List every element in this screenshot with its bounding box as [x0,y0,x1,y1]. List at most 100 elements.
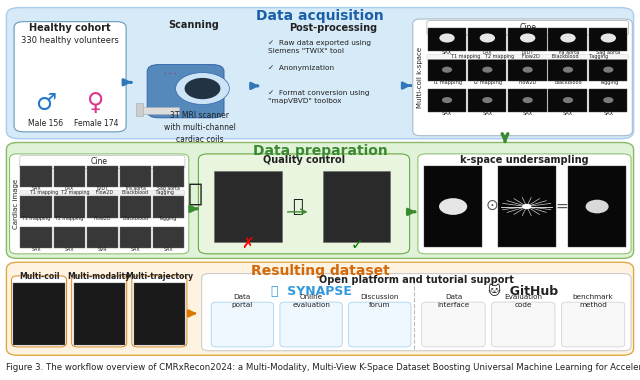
FancyBboxPatch shape [589,28,627,51]
FancyBboxPatch shape [134,283,185,345]
Text: ⊙: ⊙ [485,198,498,213]
Text: Tagging: Tagging [598,80,618,86]
Text: Data
interface: Data interface [437,294,470,308]
FancyBboxPatch shape [20,155,185,168]
FancyBboxPatch shape [20,191,185,195]
Text: Data preparation: Data preparation [253,144,387,158]
Circle shape [520,33,535,43]
FancyBboxPatch shape [427,55,628,59]
FancyBboxPatch shape [120,227,150,248]
Text: k-space undersampling: k-space undersampling [460,155,589,165]
Text: ✓  Raw data exported using
Siemens "TWIX" tool: ✓ Raw data exported using Siemens "TWIX"… [268,40,371,54]
Text: ✓  Anonymization: ✓ Anonymization [268,65,333,71]
FancyBboxPatch shape [136,103,143,116]
FancyBboxPatch shape [74,283,125,345]
Text: T1 mapping  T2 mapping    Flow2D      Blackblood     Tagging: T1 mapping T2 mapping Flow2D Blackblood … [31,190,174,195]
FancyBboxPatch shape [561,302,625,347]
FancyBboxPatch shape [568,166,626,247]
Circle shape [523,97,533,103]
Text: Scanning: Scanning [168,20,219,30]
Text: SAX: SAX [31,186,41,191]
FancyBboxPatch shape [10,154,189,254]
Text: Blackblood: Blackblood [554,80,582,86]
FancyBboxPatch shape [424,166,482,247]
FancyBboxPatch shape [508,59,547,81]
Text: ♂: ♂ [35,91,56,116]
Circle shape [442,66,452,73]
Circle shape [184,78,220,99]
FancyBboxPatch shape [214,171,282,242]
FancyBboxPatch shape [54,227,84,248]
Text: 🗑: 🗑 [292,198,303,216]
Text: Data
portal: Data portal [232,294,253,308]
FancyBboxPatch shape [72,276,127,347]
Text: LVDT: LVDT [97,186,108,191]
Text: ♀: ♀ [87,91,104,116]
Text: Healthy cohort: Healthy cohort [29,23,111,33]
Text: Discussion
forum: Discussion forum [360,294,399,308]
Text: LAX: LAX [483,50,492,55]
FancyBboxPatch shape [13,283,65,345]
Text: SAX: SAX [442,50,452,55]
Circle shape [483,97,493,103]
FancyBboxPatch shape [132,276,187,347]
Text: Multi-coil k-space: Multi-coil k-space [417,47,423,108]
FancyBboxPatch shape [120,166,150,187]
FancyBboxPatch shape [427,21,628,35]
Text: T1 mapping: T1 mapping [432,80,462,86]
Text: Tra aorta: Tra aorta [557,50,579,55]
Text: Flow2D: Flow2D [93,216,111,222]
Text: T1 mapping   T2 mapping     Flow2D        Blackblood       Tagging: T1 mapping T2 mapping Flow2D Blackblood … [447,54,608,60]
Text: Tra aorta: Tra aorta [125,186,146,191]
FancyBboxPatch shape [152,196,184,218]
Text: Sag aorta: Sag aorta [596,50,620,55]
Text: SAX: SAX [563,111,573,116]
Text: Flow2D: Flow2D [518,80,537,86]
FancyBboxPatch shape [428,59,466,81]
Text: Online
evaluation: Online evaluation [292,294,330,308]
Text: Resulting dataset: Resulting dataset [251,264,389,277]
Text: SAX: SAX [65,247,74,252]
Circle shape [442,97,452,103]
FancyBboxPatch shape [20,227,52,248]
Circle shape [483,66,493,73]
FancyBboxPatch shape [428,89,466,112]
Text: benchmark
method: benchmark method [573,294,614,308]
FancyBboxPatch shape [202,274,631,351]
Text: 👩: 👩 [188,182,203,206]
Text: SAX: SAX [442,111,452,116]
Text: SAX: SAX [31,247,41,252]
Text: Multi-trajectory: Multi-trajectory [125,272,193,281]
Text: T2 mapping: T2 mapping [55,216,83,222]
Text: 3T MRI scanner
with multi-channel
cardiac coils: 3T MRI scanner with multi-channel cardia… [164,111,236,144]
FancyBboxPatch shape [548,89,587,112]
FancyBboxPatch shape [152,166,184,187]
FancyBboxPatch shape [548,59,587,81]
FancyBboxPatch shape [548,28,587,51]
FancyBboxPatch shape [147,65,224,118]
Text: Cine: Cine [519,23,536,32]
Text: SAX: SAX [604,111,613,116]
FancyBboxPatch shape [141,107,179,114]
Text: =: = [556,198,568,213]
Text: SVR: SVR [98,247,107,252]
FancyBboxPatch shape [6,262,634,355]
Text: Data acquisition: Data acquisition [256,9,384,23]
Text: 🐱  GitHub: 🐱 GitHub [488,285,558,298]
FancyBboxPatch shape [86,227,118,248]
FancyBboxPatch shape [120,196,150,218]
FancyBboxPatch shape [12,276,67,347]
FancyBboxPatch shape [468,89,506,112]
FancyBboxPatch shape [349,302,411,347]
Text: Figure 3. The workflow overview of CMRxRecon2024: a Multi-Modality, Multi-View K: Figure 3. The workflow overview of CMRxR… [6,363,640,372]
Text: Open platform and tutorial support: Open platform and tutorial support [319,275,514,285]
Text: Post-processing: Post-processing [289,23,377,33]
Text: T1 mapping: T1 mapping [22,216,51,222]
FancyBboxPatch shape [86,166,118,187]
FancyBboxPatch shape [589,59,627,81]
Circle shape [480,33,495,43]
FancyBboxPatch shape [422,302,485,347]
FancyBboxPatch shape [198,154,410,254]
FancyBboxPatch shape [6,142,634,258]
Text: Multi-modality: Multi-modality [68,272,131,281]
